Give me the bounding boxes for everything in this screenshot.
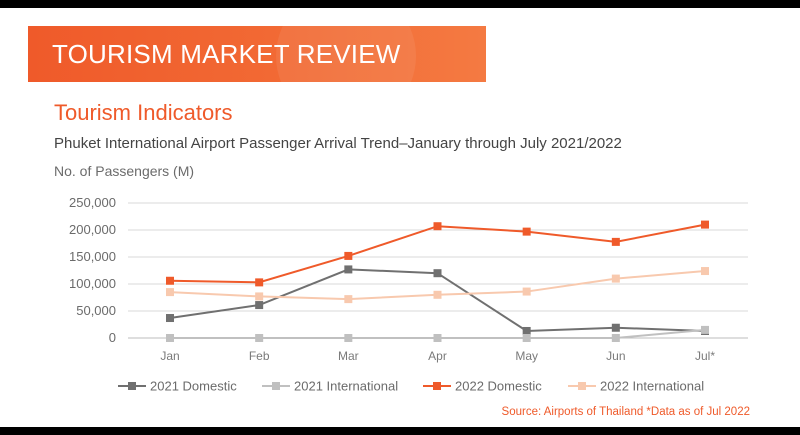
data-point: [522, 334, 531, 342]
data-point: [433, 334, 442, 342]
y-tick-label: 50,000: [76, 303, 116, 318]
y-tick-label: 200,000: [69, 222, 116, 237]
data-point: [433, 222, 442, 231]
legend-label: 2021 Domestic: [150, 379, 237, 394]
data-point: [255, 301, 264, 310]
legend: 2021 Domestic 2021 International 2022 Dome…: [118, 379, 704, 394]
data-point: [255, 334, 264, 342]
data-point: [611, 237, 620, 246]
data-point: [522, 287, 531, 296]
section-title: Tourism Indicators: [54, 100, 233, 125]
legend-item: 2022 International: [568, 379, 704, 394]
data-point: [433, 269, 442, 278]
data-point: [166, 276, 174, 285]
data-point: [701, 267, 709, 276]
y-tick-label: 100,000: [69, 276, 116, 291]
data-point: [344, 295, 353, 304]
y-tick-label: 250,000: [69, 195, 116, 210]
top-border: [0, 0, 800, 8]
x-tick-label: Jan: [160, 349, 179, 363]
series-2022-domestic: [166, 220, 709, 287]
legend-label: 2022 Domestic: [455, 379, 542, 394]
data-point: [522, 326, 531, 335]
legend-swatch-marker: [272, 382, 280, 390]
legend-item: 2021 International: [262, 379, 398, 394]
x-tick-label: Jul*: [695, 349, 715, 363]
series-2021-international: [166, 325, 709, 342]
header-banner: TOURISM MARKET REVIEW: [28, 26, 486, 82]
y-tick-label: 150,000: [69, 249, 116, 264]
data-point: [344, 251, 353, 260]
bottom-border: [0, 427, 800, 435]
data-point: [166, 314, 174, 323]
x-tick-label: Mar: [338, 349, 359, 363]
data-point: [344, 265, 353, 274]
data-point: [166, 288, 174, 297]
x-tick-label: Apr: [428, 349, 447, 363]
series-2022-international: [166, 267, 709, 304]
data-point: [166, 334, 174, 342]
x-tick-label: Jun: [606, 349, 625, 363]
series-lines: [166, 220, 709, 342]
legend-swatch-marker: [578, 382, 586, 390]
legend-label: 2021 International: [294, 379, 398, 394]
chart-subtitle: Phuket International Airport Passenger A…: [54, 135, 622, 152]
legend-swatch-marker: [433, 382, 441, 390]
legend-swatch-marker: [128, 382, 136, 390]
legend-label: 2022 International: [600, 379, 704, 394]
x-tick-label: Feb: [249, 349, 270, 363]
y-axis-ticks: 0 50,000 100,000 150,000 200,000 250,000: [69, 195, 116, 345]
series-2021-domestic: [166, 265, 709, 335]
x-tick-label: May: [515, 349, 538, 363]
legend-item: 2022 Domestic: [423, 379, 542, 394]
data-point: [433, 290, 442, 299]
data-point: [611, 323, 620, 332]
x-axis-ticks: Jan Feb Mar Apr May Jun Jul*: [160, 349, 715, 363]
y-axis-units-label: No. of Passengers (M): [54, 163, 195, 179]
data-point: [255, 278, 264, 287]
source-note: Source: Airports of Thailand *Data as of…: [501, 406, 750, 418]
data-point: [611, 274, 620, 283]
legend-item: 2021 Domestic: [118, 379, 237, 394]
data-point: [701, 220, 709, 229]
data-point: [522, 227, 531, 236]
y-tick-label: 0: [109, 330, 116, 345]
data-point: [611, 334, 620, 342]
data-point: [344, 334, 353, 342]
data-point: [701, 325, 709, 334]
data-point: [255, 292, 264, 301]
